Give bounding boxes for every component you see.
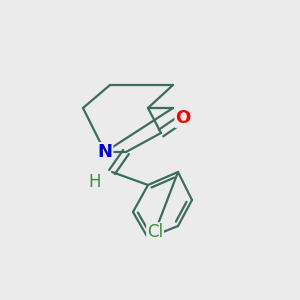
Text: O: O xyxy=(176,109,190,127)
Text: N: N xyxy=(98,143,112,161)
Text: Cl: Cl xyxy=(147,223,163,241)
Text: H: H xyxy=(89,173,101,191)
